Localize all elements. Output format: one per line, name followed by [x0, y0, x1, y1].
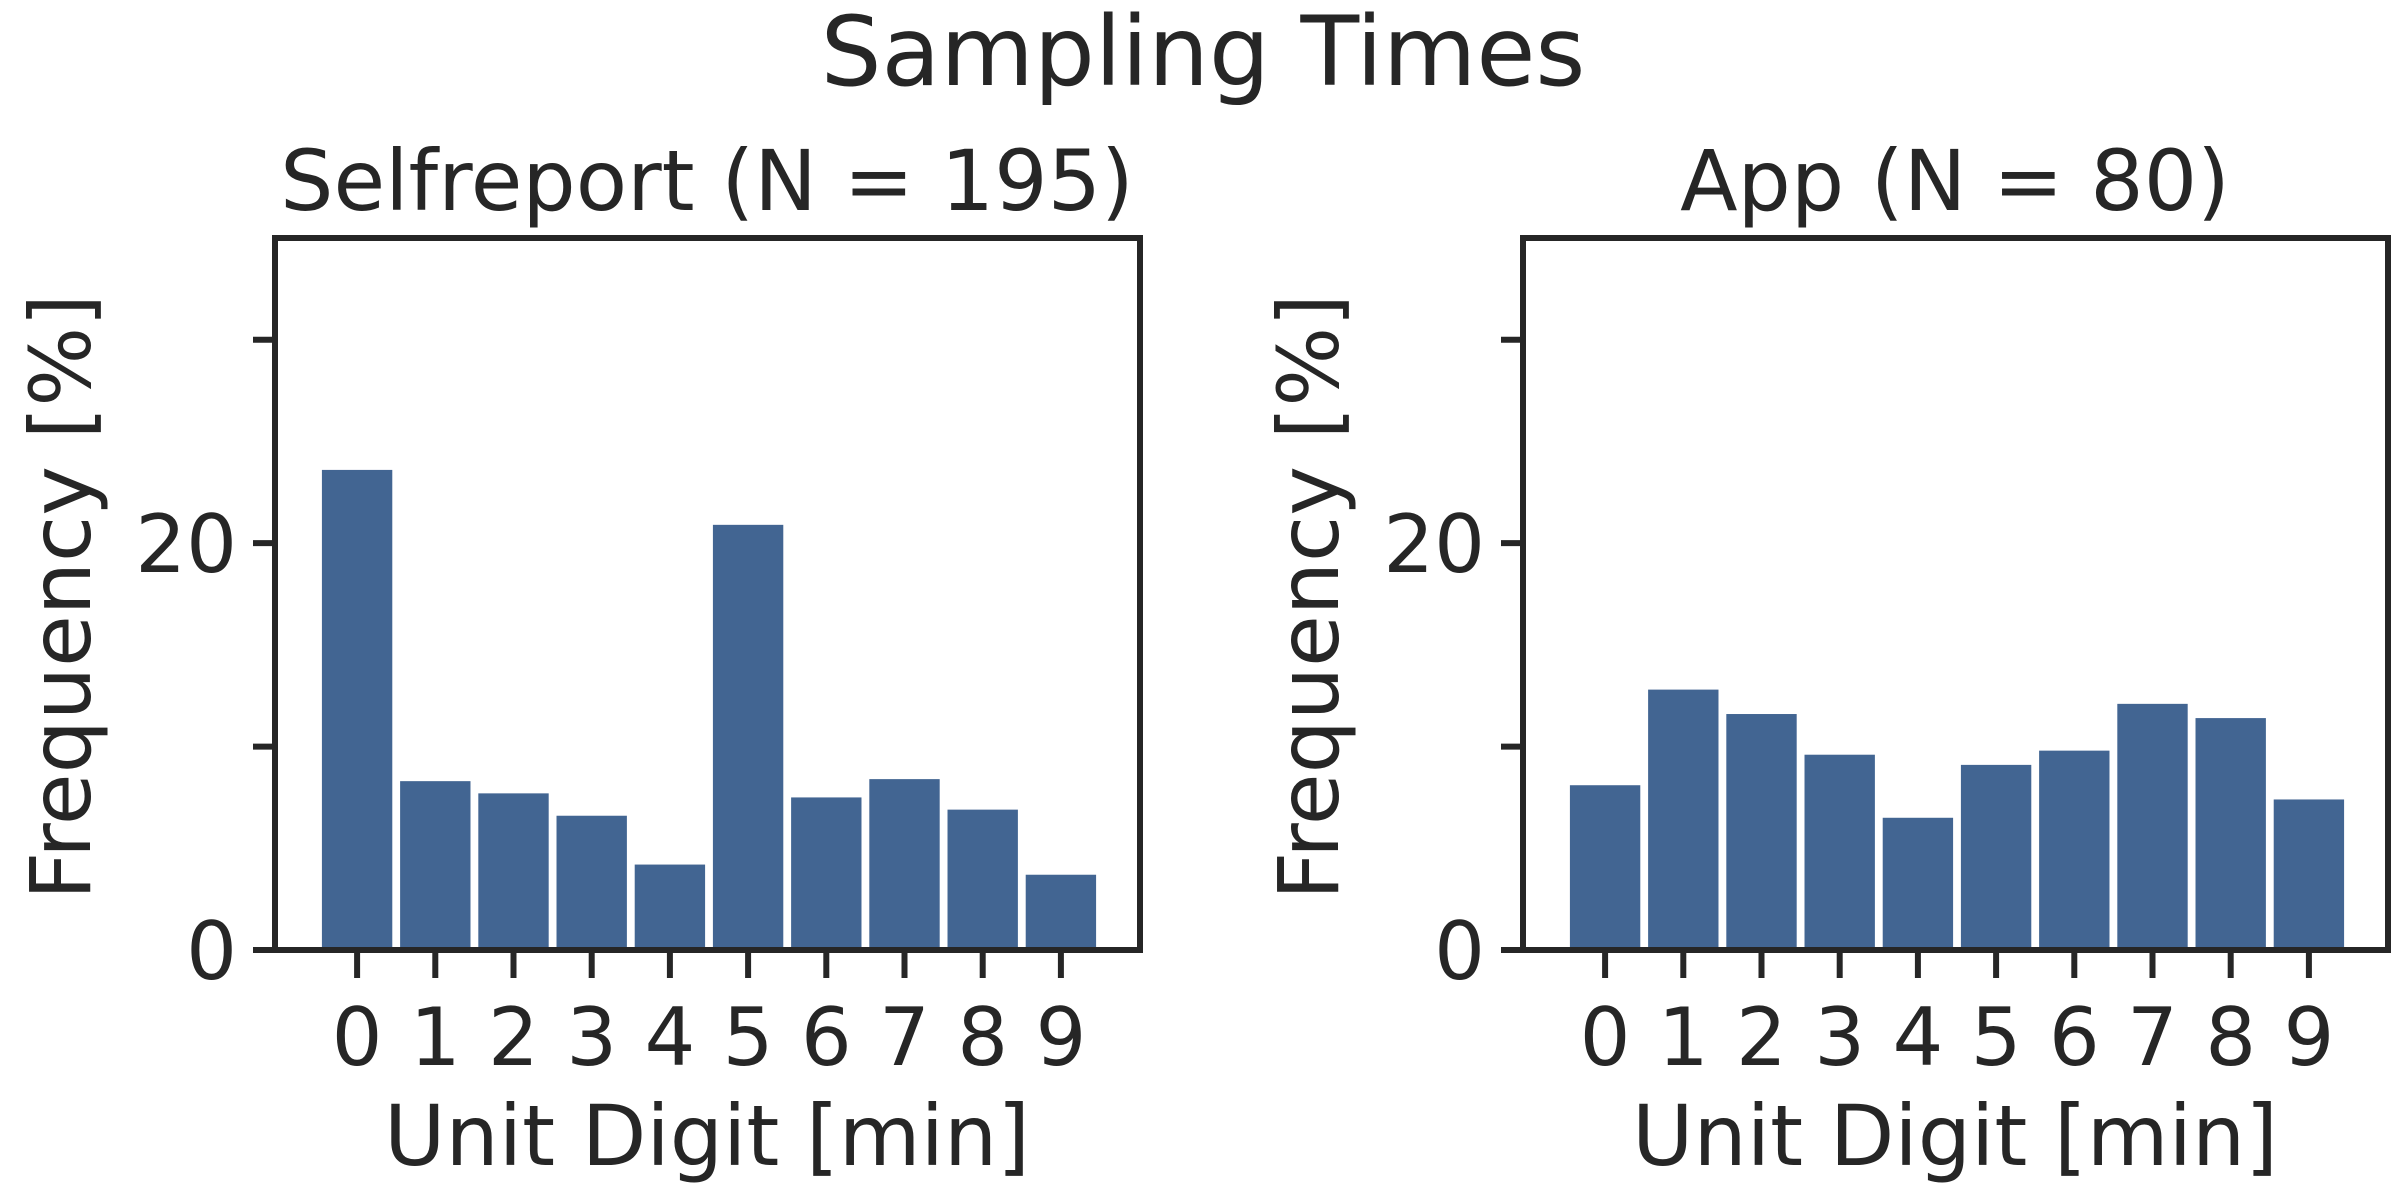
bar-app-1 — [1648, 689, 1719, 950]
bar-selfreport-8 — [947, 809, 1018, 950]
y-tick-label-app-20: 20 — [1383, 498, 1485, 591]
y-axis-label-app: Frequency [%] — [1260, 294, 1358, 900]
plot-frame-app — [1520, 235, 2391, 953]
bar-app-4 — [1882, 817, 1954, 950]
chart-title-app: App (N = 80) — [1680, 132, 2230, 230]
plot-frame-selfreport — [272, 235, 1143, 953]
x-tick-label-selfreport-3: 3 — [566, 991, 617, 1084]
x-axis-label-app: Unit Digit [min] — [1632, 1087, 2278, 1185]
x-tick-label-app-6: 6 — [2049, 991, 2100, 1084]
figure-title: Sampling Times — [821, 0, 1586, 108]
bar-app-2 — [1726, 714, 1797, 950]
x-tick-label-selfreport-4: 4 — [644, 991, 695, 1084]
x-axis-label-selfreport: Unit Digit [min] — [384, 1087, 1030, 1185]
y-axis-label-selfreport: Frequency [%] — [12, 294, 110, 900]
x-tick-label-selfreport-8: 8 — [957, 991, 1008, 1084]
x-tick-label-app-0: 0 — [1580, 991, 1631, 1084]
x-tick-label-selfreport-6: 6 — [801, 991, 852, 1084]
x-tick-label-selfreport-7: 7 — [879, 991, 930, 1084]
bar-selfreport-9 — [1025, 874, 1097, 950]
bar-app-0 — [1569, 785, 1641, 950]
x-tick-label-app-3: 3 — [1814, 991, 1865, 1084]
bar-selfreport-4 — [634, 864, 706, 950]
x-tick-label-selfreport-9: 9 — [1035, 991, 1086, 1084]
x-tick-label-app-9: 9 — [2283, 991, 2334, 1084]
y-tick-label-selfreport-0: 0 — [186, 905, 237, 998]
y-tick-label-app-0: 0 — [1434, 905, 1485, 998]
x-tick-label-app-1: 1 — [1658, 991, 1709, 1084]
bar-selfreport-2 — [478, 793, 549, 950]
bar-app-3 — [1804, 754, 1875, 950]
bar-selfreport-1 — [400, 781, 471, 950]
x-tick-label-selfreport-0: 0 — [332, 991, 383, 1084]
x-tick-label-selfreport-2: 2 — [488, 991, 539, 1084]
chart-app: App (N = 80) Unit Digit [min] Frequency … — [1260, 132, 2391, 1185]
bar-selfreport-7 — [869, 779, 940, 950]
bar-selfreport-0 — [321, 469, 393, 950]
bar-app-6 — [2039, 750, 2110, 950]
chart-title-selfreport: Selfreport (N = 195) — [280, 132, 1134, 230]
x-tick-label-selfreport-5: 5 — [723, 991, 774, 1084]
x-tick-label-app-7: 7 — [2127, 991, 2178, 1084]
x-tick-label-app-4: 4 — [1892, 991, 1943, 1084]
bar-app-5 — [1960, 764, 2032, 950]
x-tick-label-selfreport-1: 1 — [410, 991, 461, 1084]
bar-app-9 — [2273, 799, 2345, 950]
bar-app-8 — [2195, 718, 2266, 950]
y-tick-label-selfreport-20: 20 — [135, 498, 237, 591]
bar-app-7 — [2117, 703, 2188, 950]
x-tick-label-app-2: 2 — [1736, 991, 1787, 1084]
x-tick-label-app-8: 8 — [2205, 991, 2256, 1084]
x-tick-label-app-5: 5 — [1971, 991, 2022, 1084]
chart-selfreport: Selfreport (N = 195) Unit Digit [min] Fr… — [12, 132, 1143, 1185]
bar-selfreport-6 — [791, 797, 862, 950]
bar-selfreport-5 — [712, 524, 784, 950]
bar-selfreport-3 — [556, 815, 627, 950]
